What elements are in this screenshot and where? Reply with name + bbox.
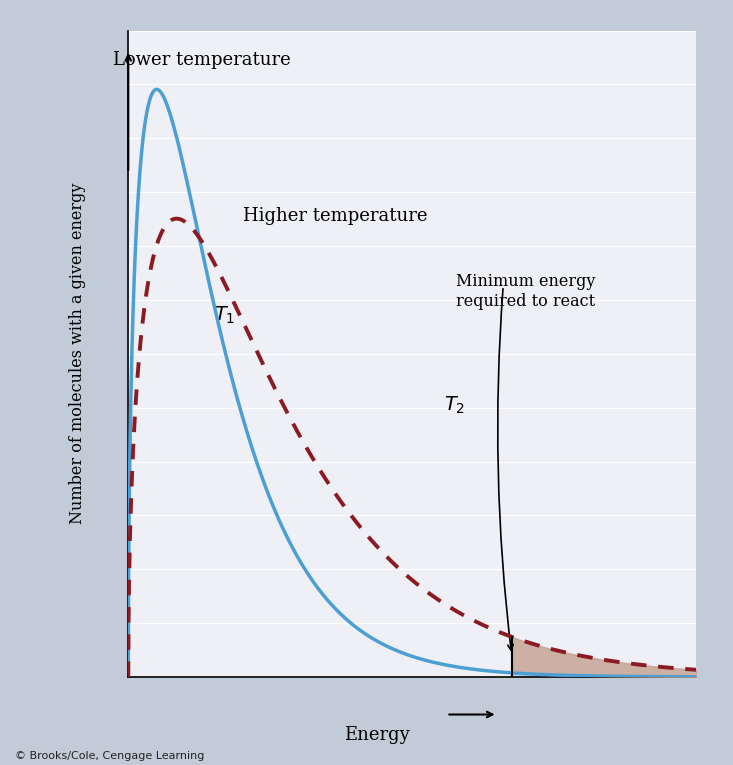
Text: Minimum energy
required to react: Minimum energy required to react [456, 273, 596, 310]
Text: Higher temperature: Higher temperature [243, 207, 428, 225]
Text: © Brooks/Cole, Cengage Learning: © Brooks/Cole, Cengage Learning [15, 751, 204, 761]
Text: Number of molecules with a given energy: Number of molecules with a given energy [69, 183, 86, 525]
Text: Lower temperature: Lower temperature [114, 51, 291, 70]
Text: Energy: Energy [345, 725, 410, 744]
Text: $T_1$: $T_1$ [214, 304, 235, 326]
Text: $T_2$: $T_2$ [444, 395, 465, 416]
